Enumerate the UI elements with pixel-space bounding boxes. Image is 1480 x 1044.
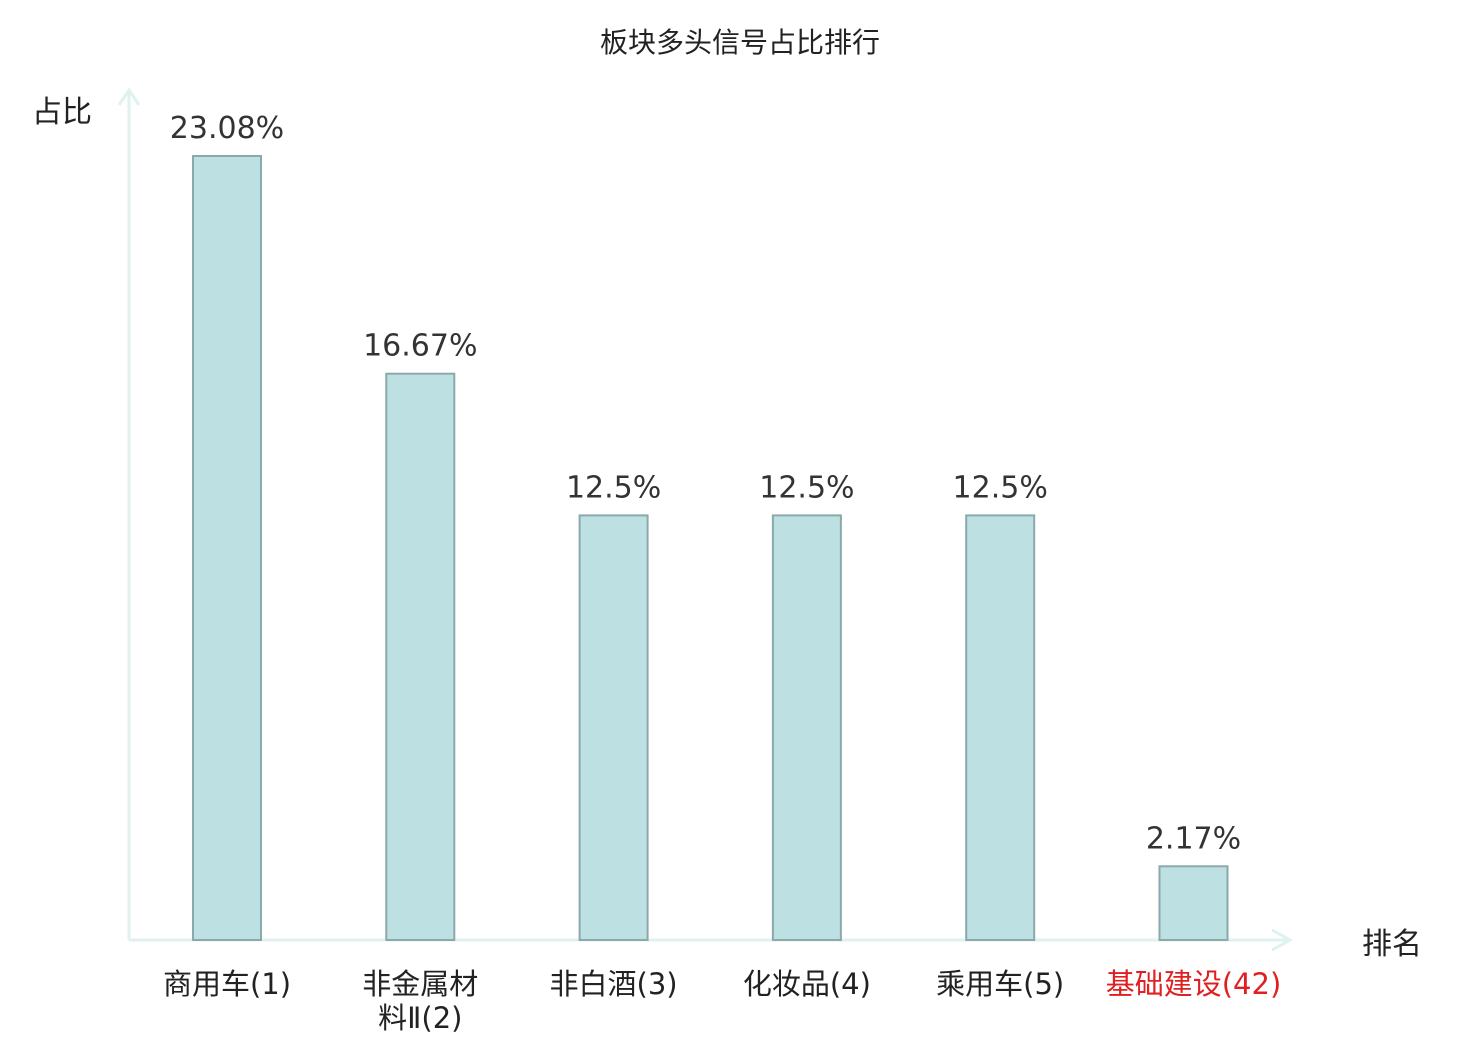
category-label-line: 非金属材 — [362, 967, 478, 1001]
bar-6 — [1158, 865, 1229, 941]
category-label-line: 化妆品(4) — [743, 967, 871, 1001]
x-axis-label: 排名 — [1362, 927, 1422, 962]
category-label-2: 非金属材料Ⅱ(2) — [362, 967, 478, 1035]
bar-3 — [578, 514, 649, 942]
value-label-1: 23.08% — [170, 111, 284, 146]
y-axis-label: 占比 — [32, 95, 92, 130]
value-label-3: 12.5% — [566, 470, 661, 505]
x-axis-arrow — [1271, 928, 1294, 952]
category-label-line: 基础建设(42) — [1106, 967, 1282, 1001]
y-axis-arrow — [117, 87, 141, 106]
value-label-6: 2.17% — [1146, 821, 1241, 856]
chart-title: 板块多头信号占比排行 — [600, 26, 880, 59]
category-label-3: 非白酒(3) — [550, 967, 678, 1001]
bar-2 — [385, 372, 456, 941]
category-label-line: 非白酒(3) — [550, 967, 678, 1001]
value-labels-group: 23.08% 16.67% 12.5% 12.5% 12.5% 2.17% — [170, 111, 1241, 856]
value-label-4: 12.5% — [759, 470, 854, 505]
axes — [117, 87, 1294, 952]
category-labels-group: 商用车(1) 非金属材料Ⅱ(2) 非白酒(3) 化妆品(4) 乘用车(5) 基础建设(42… — [163, 967, 1281, 1035]
category-label-line: 商用车(1) — [163, 967, 291, 1001]
bars-group — [192, 155, 1229, 942]
category-label-4: 化妆品(4) — [743, 967, 871, 1001]
category-label-6: 基础建设(42) — [1106, 967, 1282, 1001]
category-label-line: 乘用车(5) — [936, 967, 1064, 1001]
category-label-1: 商用车(1) — [163, 967, 291, 1001]
value-label-2: 16.67% — [363, 329, 477, 364]
bar-1 — [192, 155, 262, 941]
category-label-5: 乘用车(5) — [936, 967, 1064, 1001]
category-label-line: 料Ⅱ(2) — [378, 1001, 462, 1035]
value-label-5: 12.5% — [953, 470, 1048, 505]
bar-4 — [771, 514, 842, 942]
bar-5 — [965, 514, 1036, 942]
